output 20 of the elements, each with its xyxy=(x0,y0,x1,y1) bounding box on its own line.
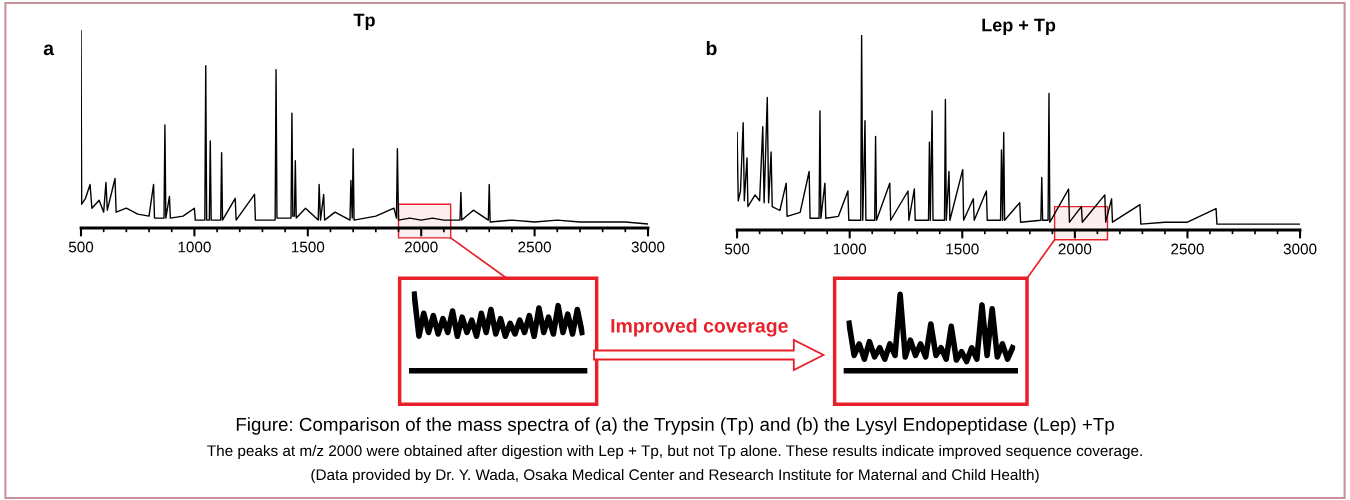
text: (Data provided by Dr. Y. Wada, Osaka Medical Center and Research Institute for Maternal and Child Health) xyxy=(311,468,1039,484)
x-tick-label: 1000 xyxy=(178,241,211,253)
text: The peaks at m/z 2000 were obtained after digestion with Lep + Tp, but not Tp alone. These results indicate improved sequence coverage. xyxy=(207,444,1142,460)
x-tick-label: 500 xyxy=(724,243,750,255)
chart-title: Lep + Tp xyxy=(982,18,1056,35)
x-tick-label: 2000 xyxy=(404,241,438,253)
x-tick-label: 1500 xyxy=(291,241,325,253)
x-tick-label: 2500 xyxy=(1171,243,1204,255)
x-tick-label: 2000 xyxy=(1058,243,1092,255)
x-tick-label: 1500 xyxy=(946,243,979,255)
x-tick-label: 3000 xyxy=(631,241,665,253)
x-tick-label: 1000 xyxy=(833,243,867,255)
x-tick-label: 2500 xyxy=(518,241,551,253)
x-tick-label: 3000 xyxy=(1283,243,1317,255)
text: Improved coverage xyxy=(611,318,788,337)
text: Figure: Comparison of the mass spectra of (a) the Trypsin (Tp) and (b) the Lysyl Endopeptidase (Lep) +Tp xyxy=(236,417,1114,435)
text: b xyxy=(706,40,717,56)
chart-title: Tp xyxy=(353,13,375,30)
text: a xyxy=(43,44,55,56)
x-tick-label: 500 xyxy=(68,241,94,253)
